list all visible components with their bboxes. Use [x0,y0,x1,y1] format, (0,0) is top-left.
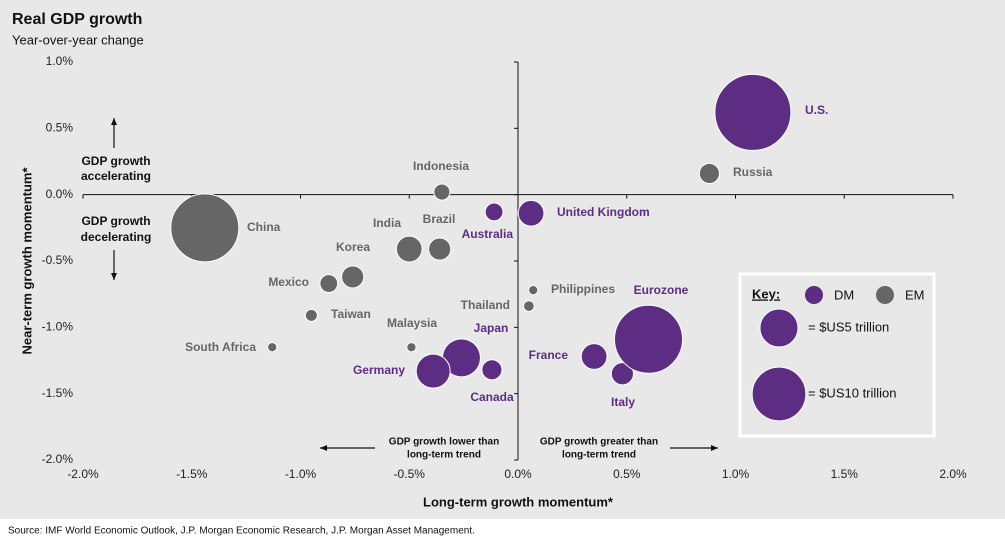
bubble [517,199,545,227]
point-label: Taiwan [331,307,371,321]
key-box [738,272,936,438]
bubble [341,265,365,289]
annotation: long-term trend [407,450,481,461]
bubble [267,342,278,353]
annotation: GDP growth lower than [389,437,499,448]
point-label: Australia [462,227,514,241]
chart-subtitle: Year-over-year change [12,32,144,47]
annotation: GDP growth greater than [540,437,658,448]
bubble [415,353,451,389]
annotation: GDP growth [81,214,150,228]
annotation: long-term trend [562,450,636,461]
point-label: South Africa [185,340,256,354]
bubble [484,202,504,222]
x-tick-label: 0.5% [613,467,641,481]
point-label: Brazil [423,212,456,226]
point-label: Korea [336,240,370,254]
annotation: GDP growth [81,154,150,168]
bubble [481,359,503,381]
point-label: India [373,216,401,230]
source-note: Source: IMF World Economic Outlook, J.P.… [8,526,475,537]
x-tick-label: -0.5% [394,467,426,481]
chart-title: Real GDP growth [12,11,142,28]
y-tick-label: -1.5% [42,386,74,400]
x-tick-label: -1.5% [176,467,208,481]
x-tick-label: -1.0% [285,467,317,481]
size-key-label: = $US5 trillion [808,319,889,334]
point-label: Russia [733,165,773,179]
size-key-bubble [759,308,799,348]
bubble [614,304,683,374]
bubble [528,285,539,296]
bubble [433,183,451,201]
point-label: Germany [353,363,405,377]
bubble [395,235,423,263]
point-label: China [247,220,281,234]
point-label: Eurozone [634,283,689,297]
bubble [170,193,240,263]
bubble [428,237,452,261]
point-label: Malaysia [387,316,437,330]
bubble [714,73,792,151]
legend-label: EM [905,287,925,302]
point-label: U.S. [805,103,828,117]
point-label: Philippines [551,282,615,296]
bubble [610,362,634,386]
point-label: United Kingdom [557,205,650,219]
size-key-label: = $US10 trillion [808,385,897,400]
x-tick-label: 0.0% [504,467,532,481]
y-tick-label: 0.5% [46,121,74,135]
y-tick-label: -0.5% [42,253,74,267]
y-tick-label: -1.0% [42,320,74,334]
y-axis-label: Near-term growth momentum* [19,167,34,355]
y-tick-label: 1.0% [46,54,74,68]
point-label: Canada [470,390,514,404]
annotation: accelerating [81,169,151,183]
size-key-bubble [751,366,807,422]
point-label: Thailand [461,298,510,312]
legend-swatch [805,286,823,304]
point-label: Indonesia [413,159,469,173]
point-label: Italy [611,395,635,409]
x-tick-label: 1.5% [831,467,859,481]
bubble [522,300,535,312]
legend-label: DM [834,287,854,302]
y-tick-label: -2.0% [42,452,74,466]
point-label: Mexico [268,275,309,289]
annotation: decelerating [81,230,152,244]
key-title: Key: [752,286,780,301]
y-tick-label: 0.0% [46,187,74,201]
bubble [319,274,339,293]
bubble [698,162,720,184]
x-axis-label: Long-term growth momentum* [423,494,614,509]
point-label: France [529,348,569,362]
bubble [406,342,417,353]
legend-swatch [876,286,894,304]
x-tick-label: 1.0% [722,467,750,481]
x-tick-label: -2.0% [67,467,99,481]
x-tick-label: 2.0% [939,467,967,481]
chart-background [0,0,1005,519]
bubble [304,308,318,322]
bubble [580,343,608,370]
point-label: Japan [474,321,509,335]
